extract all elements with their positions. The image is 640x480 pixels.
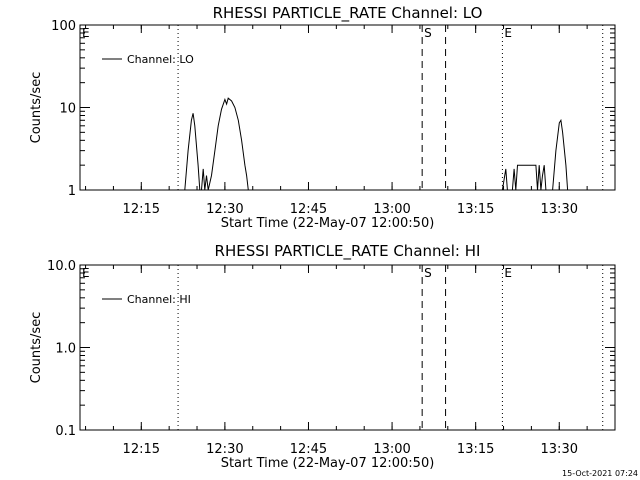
legend-entry: Channel: HI bbox=[127, 293, 191, 306]
x-tick-label: 12:30 bbox=[206, 442, 243, 457]
series-line-0 bbox=[80, 97, 615, 190]
y-tick-label: 10.0 bbox=[47, 259, 76, 274]
x-tick-label: 12:45 bbox=[290, 202, 327, 217]
x-tick-label: 13:00 bbox=[373, 202, 410, 217]
chart-title: RHESSI PARTICLE_RATE Channel: HI bbox=[215, 242, 481, 261]
marker-label: E bbox=[82, 26, 90, 40]
marker-label: S bbox=[424, 266, 432, 280]
x-tick-label: 13:15 bbox=[457, 442, 494, 457]
marker-label: E bbox=[504, 26, 512, 40]
x-tick-label: 12:15 bbox=[123, 202, 160, 217]
legend-entry: Channel: LO bbox=[127, 53, 194, 66]
x-tick-label: 13:00 bbox=[373, 442, 410, 457]
x-tick-label: 12:30 bbox=[206, 202, 243, 217]
x-axis-label: Start Time (22-May-07 12:00:50) bbox=[221, 216, 435, 231]
x-tick-label: 13:15 bbox=[457, 202, 494, 217]
x-tick-label: 13:30 bbox=[541, 442, 578, 457]
x-axis-label: Start Time (22-May-07 12:00:50) bbox=[221, 456, 435, 471]
chart-panel-hi: RHESSI PARTICLE_RATE Channel: HI E S E 12:15… bbox=[29, 242, 616, 471]
x-tick-label: 12:15 bbox=[123, 442, 160, 457]
marker-label: S bbox=[424, 26, 432, 40]
y-axis-label: Counts/sec bbox=[29, 72, 44, 144]
chart-title: RHESSI PARTICLE_RATE Channel: LO bbox=[213, 4, 483, 23]
y-tick-label: 100 bbox=[51, 19, 76, 34]
y-tick-label: 1 bbox=[68, 184, 76, 199]
marker-label: E bbox=[504, 266, 512, 280]
x-tick-label: 13:30 bbox=[541, 202, 578, 217]
plot-frame bbox=[79, 264, 616, 431]
timestamp: 15-Oct-2021 07:24 bbox=[562, 469, 638, 478]
y-tick-label: 0.1 bbox=[55, 424, 76, 439]
y-tick-label: 1.0 bbox=[55, 342, 76, 357]
chart-panel-lo: RHESSI PARTICLE_RATE Channel: LO E S E 12:15… bbox=[29, 4, 616, 231]
y-tick-label: 10 bbox=[59, 102, 76, 117]
y-axis-label: Counts/sec bbox=[29, 312, 44, 384]
x-tick-label: 12:45 bbox=[290, 442, 327, 457]
marker-label: E bbox=[82, 266, 90, 280]
